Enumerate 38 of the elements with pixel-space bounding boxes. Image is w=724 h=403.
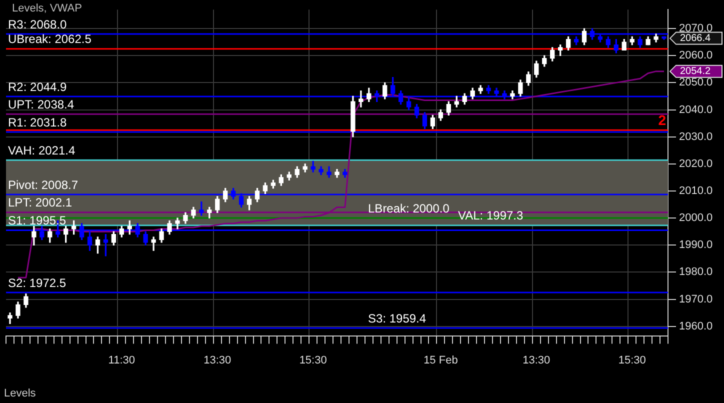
text: Levels [4, 388, 36, 400]
candlestick [151, 236, 156, 251]
y-tick-label: 1960.0 [679, 320, 713, 332]
ref-line-label: UBreak: 2062.5 [8, 32, 92, 46]
x-tick-label: 13:30 [522, 354, 550, 366]
chart-title: Levels, VWAP [12, 2, 82, 15]
ref-line-label: S2: 1972.5 [8, 276, 66, 290]
text: 2054.2 [680, 66, 712, 78]
x-tick-label: 13:30 [204, 354, 232, 366]
annotation: 2 [658, 112, 666, 128]
y-tick-label: 2060.0 [679, 50, 713, 62]
y-tick-label: 2010.0 [679, 185, 713, 198]
candlestick [358, 90, 364, 108]
y-tick-label: 1970.0 [679, 293, 713, 306]
ref-line-label: R3: 2068.0 [8, 17, 68, 32]
ref-line-label: R1: 2031.8 [8, 115, 68, 130]
y-tick-label: 2040.0 [679, 104, 713, 116]
ref-line-label: Pivot: 2008.7 [8, 178, 78, 192]
y-tick-label: 2070.0 [679, 22, 713, 35]
ref-line-label: VAL: 1997.3 [458, 208, 524, 223]
ref-line-label: LBreak: 2000.0 [368, 201, 450, 216]
x-tick-label: 15 Feb [424, 354, 458, 366]
text: 2066.4 [680, 33, 712, 44]
ref-line-label: UPT: 2038.4 [8, 97, 74, 112]
x-tick-label: 15:30 [299, 354, 327, 366]
y-tick-label: 2000.0 [679, 212, 713, 224]
ref-line-label: LPT: 2002.1 [8, 196, 72, 210]
x-tick-label: 11:30 [108, 354, 136, 366]
y-tick-label: 2030.0 [679, 130, 713, 143]
y-tick-label: 2020.0 [679, 158, 713, 170]
y-tick-label: 1990.0 [679, 239, 713, 252]
ref-line-label: R2: 2044.9 [8, 80, 68, 94]
y-tick-label: 2050.0 [679, 76, 713, 89]
ref-line-label: VAH: 2021.4 [8, 143, 76, 158]
ref-line-label: S3: 1959.4 [368, 311, 426, 326]
y-tick-label: 1980.0 [679, 266, 713, 278]
ref-line-label: S1: 1995.5 [8, 214, 66, 228]
x-tick-label: 15:30 [618, 354, 646, 366]
